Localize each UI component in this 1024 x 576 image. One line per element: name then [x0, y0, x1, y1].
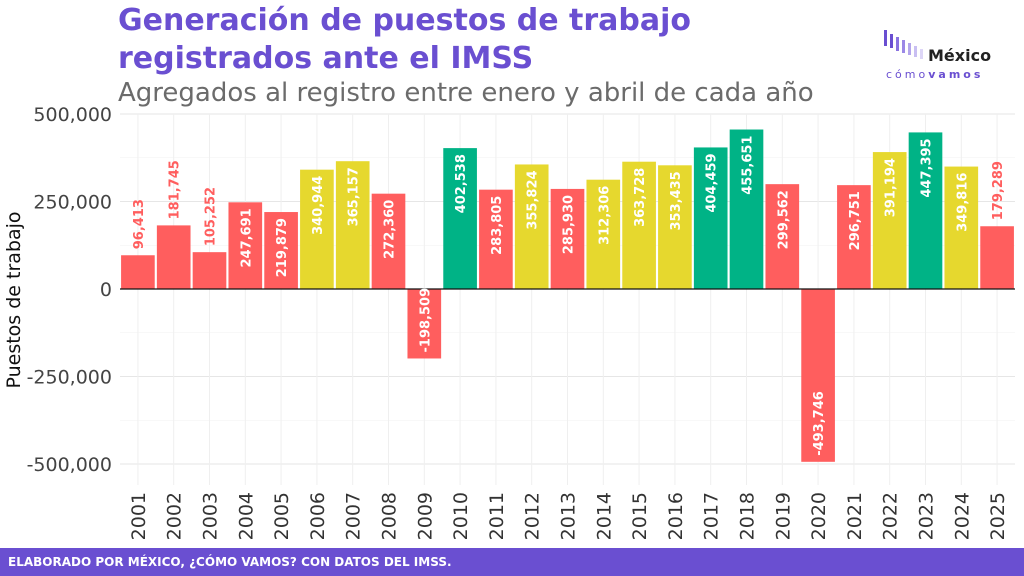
x-tick-label: 2022	[880, 492, 902, 540]
value-label-2004: 247,691	[239, 208, 254, 267]
x-tick-label: 2024	[951, 492, 973, 540]
bar-2009	[407, 289, 442, 359]
value-label-2014: 312,306	[597, 186, 612, 245]
x-tick-label: 2005	[271, 492, 293, 540]
y-tick-label: 250,000	[33, 192, 112, 214]
value-label-2019: 299,562	[776, 190, 791, 249]
bar-2010	[443, 148, 477, 289]
bars-logo-icon	[884, 30, 923, 59]
bar-2017	[693, 147, 728, 289]
chart-y-axis: -500,000 -250,000 0 250,000 500,000	[27, 104, 112, 476]
value-label-2010: 402,538	[454, 154, 469, 213]
logo-tagline-light: cómo	[886, 68, 929, 81]
x-tick-label: 2013	[558, 492, 580, 540]
x-tick-label: 2006	[307, 492, 329, 540]
x-tick-label: 2012	[522, 492, 544, 540]
x-tick-label: 2023	[916, 492, 938, 540]
y-axis-label: Puestos de trabajo	[3, 211, 25, 388]
chart-value-labels: 96,413 181,745 105,252 247,691 219,879 340,94…	[132, 136, 1006, 456]
chart-title-line-1: Generación de puestos de trabajo	[118, 3, 692, 38]
bar-2014	[586, 179, 621, 289]
x-tick-label: 2003	[200, 492, 222, 540]
y-tick-label: -500,000	[27, 454, 112, 476]
x-tick-label: 2002	[164, 492, 186, 540]
chart-title-line-2: registrados ante el IMSS	[118, 41, 534, 76]
x-tick-label: 2009	[414, 492, 436, 540]
x-tick-label: 2015	[629, 492, 651, 540]
bar-2024	[944, 166, 979, 289]
x-tick-label: 2020	[808, 492, 830, 540]
bar-2012	[514, 164, 549, 289]
bar-2001	[121, 255, 155, 289]
x-tick-label: 2018	[737, 492, 759, 540]
value-label-2001: 96,413	[132, 199, 147, 249]
value-label-2012: 355,824	[526, 170, 541, 229]
value-label-2016: 353,435	[669, 171, 684, 230]
bar-2019	[765, 184, 800, 289]
value-label-2024: 349,816	[955, 173, 970, 232]
footer-credit: ELABORADO POR MÉXICO, ¿CÓMO VAMOS? CON D…	[8, 555, 452, 569]
y-tick-label: 500,000	[33, 104, 112, 126]
value-label-2002: 181,745	[168, 160, 183, 219]
logo-tagline-bold: vamos	[928, 68, 984, 81]
x-tick-label: 2016	[665, 492, 687, 540]
y-tick-label: 0	[100, 279, 112, 301]
chart-title: Generación de puestos de trabajo registr…	[118, 2, 691, 78]
value-label-2006: 340,944	[311, 176, 326, 235]
value-label-2018: 455,651	[741, 136, 756, 195]
mexico-como-vamos-logo: México cómovamos	[882, 28, 1012, 86]
bar-2008	[371, 193, 406, 289]
jobs-bar-chart: 96,413 181,745 105,252 247,691 219,879 340,94…	[3, 104, 1015, 540]
value-label-2008: 272,360	[383, 200, 398, 259]
value-label-2005: 219,879	[275, 218, 290, 277]
x-tick-label: 2011	[486, 492, 508, 540]
x-tick-label: 2001	[128, 492, 150, 540]
value-label-2011: 283,805	[490, 196, 505, 255]
bar-2025	[980, 226, 1014, 289]
bar-2005	[264, 212, 298, 289]
value-label-2021: 296,751	[848, 191, 863, 250]
y-tick-label: -250,000	[27, 367, 112, 389]
logo-wordmark: México	[928, 46, 992, 65]
bar-2013	[550, 188, 585, 289]
x-tick-label: 2008	[379, 492, 401, 540]
x-tick-label: 2017	[701, 492, 723, 540]
value-label-2003: 105,252	[204, 187, 219, 246]
value-label-2025: 179,289	[991, 161, 1006, 220]
value-label-2020: -493,746	[812, 391, 827, 456]
chart-subtitle: Agregados al registro entre enero y abri…	[118, 78, 814, 108]
value-label-2023: 447,395	[920, 138, 935, 197]
value-label-2009: -198,509	[418, 288, 433, 353]
chart-x-axis: 2001 2002 2003 2004 2005 2006 2007 2008 2009 2010…	[128, 492, 1009, 540]
bar-2022	[872, 152, 907, 289]
bar-2021	[837, 185, 871, 289]
x-tick-label: 2025	[987, 492, 1009, 540]
bar-2007	[335, 161, 370, 289]
value-label-2022: 391,194	[884, 158, 899, 217]
value-label-2017: 404,459	[705, 153, 720, 212]
chart-bars	[121, 129, 1014, 462]
bar-2004	[228, 202, 263, 289]
bar-2016	[658, 165, 692, 289]
bar-2020	[801, 289, 835, 462]
x-tick-label: 2021	[844, 492, 866, 540]
bar-2002	[156, 225, 191, 289]
bar-2023	[908, 132, 943, 289]
bar-2018	[729, 129, 764, 289]
x-tick-label: 2019	[772, 492, 794, 540]
x-tick-label: 2010	[450, 492, 472, 540]
logo-tagline: cómovamos	[886, 68, 983, 81]
value-label-2015: 363,728	[633, 168, 648, 227]
value-label-2007: 365,157	[347, 167, 362, 226]
bar-2011	[479, 189, 513, 289]
x-tick-label: 2007	[343, 492, 365, 540]
bar-2003	[192, 252, 227, 289]
footer-bar: ELABORADO POR MÉXICO, ¿CÓMO VAMOS? CON D…	[0, 548, 1024, 576]
bar-2006	[300, 169, 334, 289]
x-tick-label: 2004	[235, 492, 257, 540]
value-label-2013: 285,930	[562, 195, 577, 254]
x-tick-label: 2014	[593, 492, 615, 540]
bar-2015	[622, 161, 656, 289]
